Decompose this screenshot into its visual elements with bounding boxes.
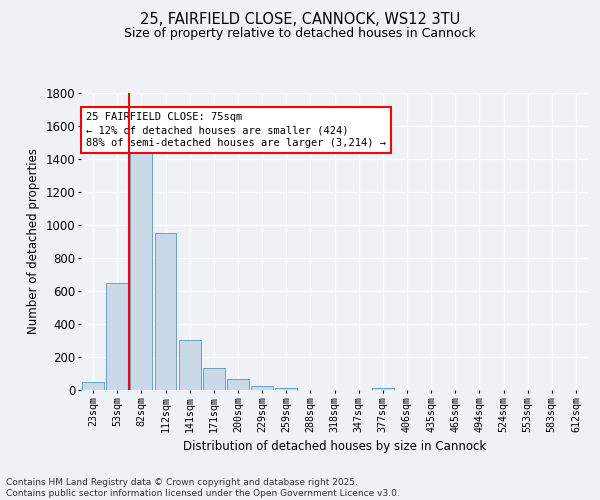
Bar <box>179 340 200 390</box>
X-axis label: Distribution of detached houses by size in Cannock: Distribution of detached houses by size … <box>183 440 486 453</box>
Bar <box>372 388 394 390</box>
Text: 25, FAIRFIELD CLOSE, CANNOCK, WS12 3TU: 25, FAIRFIELD CLOSE, CANNOCK, WS12 3TU <box>140 12 460 28</box>
Bar <box>155 233 176 390</box>
Bar <box>106 282 128 390</box>
Text: Contains HM Land Registry data © Crown copyright and database right 2025.
Contai: Contains HM Land Registry data © Crown c… <box>6 478 400 498</box>
Bar <box>227 380 249 390</box>
Text: 25 FAIRFIELD CLOSE: 75sqm
← 12% of detached houses are smaller (424)
88% of semi: 25 FAIRFIELD CLOSE: 75sqm ← 12% of detac… <box>86 112 386 148</box>
Bar <box>251 386 273 390</box>
Bar <box>82 382 104 390</box>
Bar <box>130 142 152 390</box>
Bar <box>203 368 224 390</box>
Y-axis label: Number of detached properties: Number of detached properties <box>27 148 40 334</box>
Bar <box>275 388 297 390</box>
Text: Size of property relative to detached houses in Cannock: Size of property relative to detached ho… <box>124 28 476 40</box>
